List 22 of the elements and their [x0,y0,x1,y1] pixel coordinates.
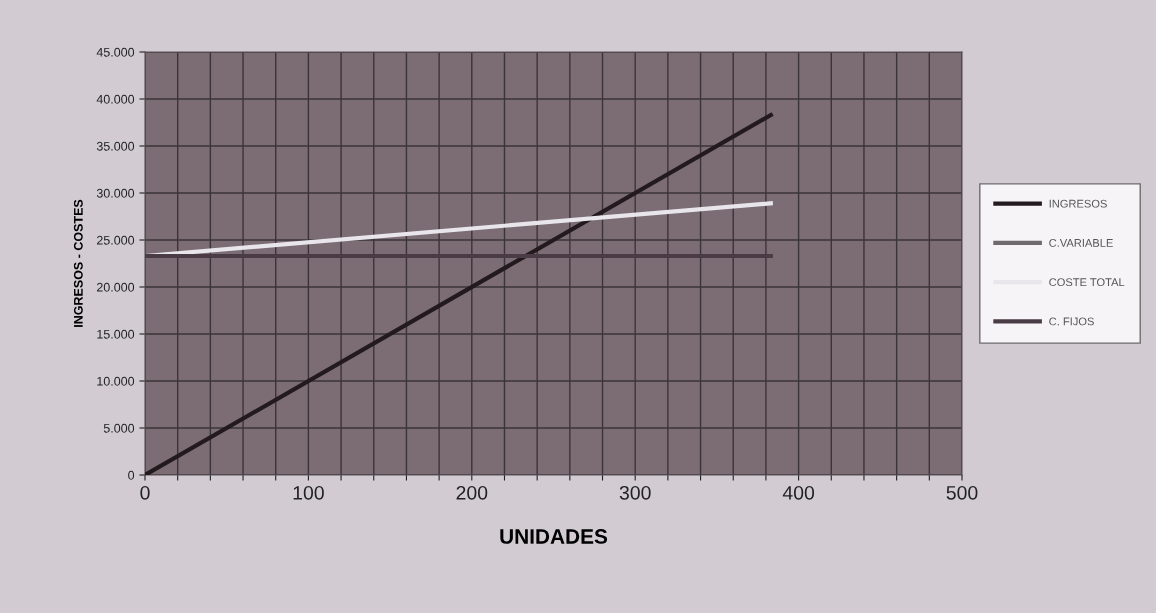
x-tick-label: 300 [619,485,651,500]
legend-label: C. FIJOS [1049,317,1094,326]
y-axis-title: INGRESOS - COSTES [73,199,83,327]
y-tick-label: 10.000 [97,376,135,386]
y-tick-label: 20.000 [96,282,135,292]
legend-label: C.VARIABLE [1049,238,1113,247]
x-tick-label: 0 [140,485,150,500]
legend-label: COSTE TOTAL [1049,278,1125,287]
x-axis-title: UNIDADES [500,529,608,544]
x-tick-label: 200 [456,485,488,500]
legend-label: INGRESOS [1049,199,1107,208]
y-tick-label: 30.000 [96,188,135,198]
x-tick-label: 500 [946,485,978,500]
x-tick-label: 400 [782,485,815,500]
y-tick-label: 45.000 [96,47,135,57]
y-tick-label: 40.000 [96,94,135,104]
y-tick-label: 15.000 [97,329,135,339]
x-tick-label: 100 [293,485,324,500]
y-tick-label: 35.000 [96,141,135,151]
y-tick-label: 0 [128,470,135,480]
y-tick-label: 25.000 [96,235,135,245]
y-tick-label: 5.000 [103,423,135,433]
